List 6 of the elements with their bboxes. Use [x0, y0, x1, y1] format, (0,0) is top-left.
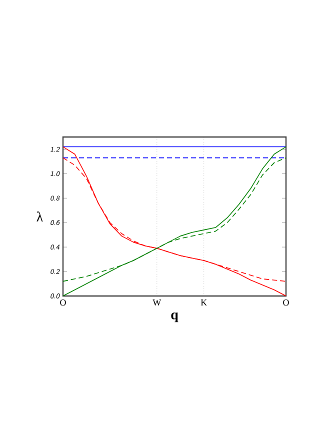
x-tick-label: K — [200, 300, 208, 306]
x-tick-label: O — [60, 300, 66, 306]
x-tick-label: W — [152, 300, 162, 306]
y-axis-title: λ — [36, 212, 44, 222]
x-tick-label: O — [283, 300, 289, 306]
x-axis-title: q — [171, 312, 178, 322]
